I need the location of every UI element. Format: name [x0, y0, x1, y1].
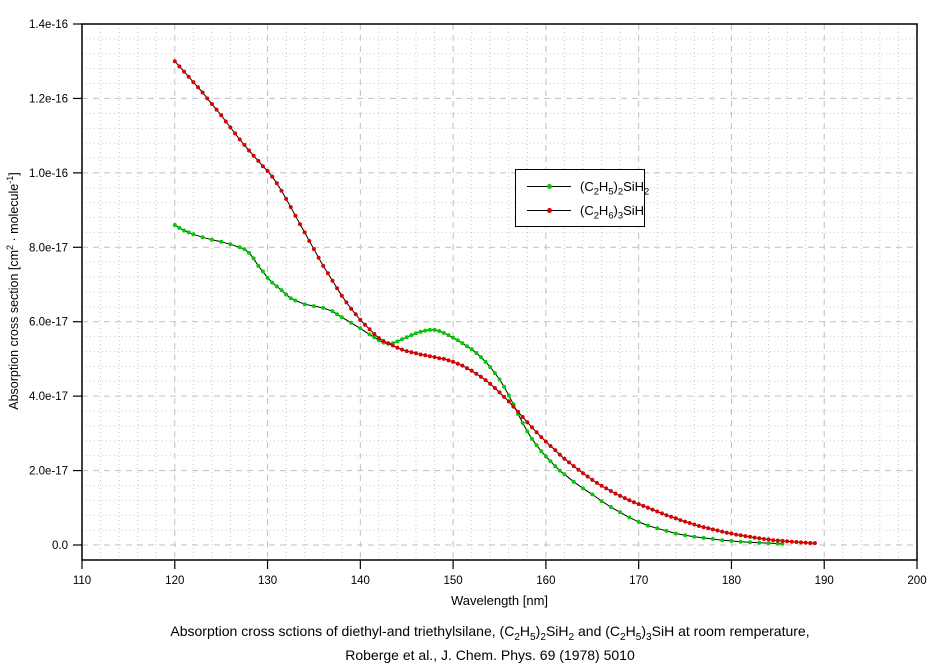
data-series-layer	[172, 59, 817, 546]
tick-labels: 110 120 130 140 150 160 170 180 190 200 0.0 2.0e-17…	[29, 19, 927, 587]
x-tick-label: 180	[722, 575, 741, 587]
x-tick-label: 190	[815, 575, 834, 587]
legend-line-sample-red	[527, 207, 571, 213]
plot-frame-and-ticks	[73, 23, 918, 569]
caption-line-1: Absorption cross sctions of diethyl-and …	[170, 623, 810, 643]
y-axis-title: Absorption cross section [cm2 · molecule…	[4, 91, 27, 491]
x-tick-label: 200	[907, 575, 926, 587]
x-tick-label: 110	[73, 575, 91, 587]
x-tick-label: 150	[444, 575, 463, 587]
legend-line-sample-green	[527, 183, 571, 189]
y-tick-label: 6.0e-17	[29, 317, 68, 329]
x-tick-label: 120	[165, 575, 184, 587]
y-tick-label: 0.0	[52, 540, 68, 552]
x-axis-title-text: Wavelength [nm]	[450, 593, 549, 608]
y-tick-label: 1.4e-16	[29, 19, 68, 31]
red-marker-icon	[547, 207, 552, 213]
x-tick-label: 130	[258, 575, 277, 587]
caption-line-2: Roberge et al., J. Chem. Phys. 69 (1978)…	[345, 647, 635, 663]
y-tick-label: 8.0e-17	[29, 242, 68, 254]
legend-entry-triethylsilane: (C2H6)3SiH	[527, 202, 645, 221]
figure-caption: Absorption cross sctions of diethyl-and …	[50, 619, 930, 667]
x-tick-label: 160	[536, 575, 555, 587]
series-triethylsilane	[172, 59, 817, 546]
x-axis-title: Wavelength [nm]	[82, 593, 917, 608]
legend-entry-diethylsilane: (C2H5)2SiH2	[527, 178, 649, 196]
y-tick-label: 4.0e-17	[29, 391, 68, 403]
legend-label-triethylsilane: (C2H6)3SiH	[580, 202, 645, 221]
grid-major-lines	[82, 24, 917, 560]
y-tick-label: 1.0e-16	[29, 168, 68, 180]
green-marker-icon	[547, 183, 552, 189]
chart-legend: (C2H5)2SiH2 (C2H6)3SiH	[515, 169, 649, 227]
y-tick-label: 2.0e-17	[29, 466, 68, 478]
y-axis-title-text: Absorption cross section [cm2 · molecule…	[4, 172, 21, 410]
x-tick-label: 140	[351, 575, 370, 587]
grid-minor-lines	[82, 24, 917, 560]
series-diethylsilane	[172, 223, 785, 546]
y-tick-label: 1.2e-16	[29, 93, 68, 105]
legend-label-diethylsilane: (C2H5)2SiH2	[580, 178, 650, 197]
x-tick-label: 170	[629, 575, 648, 587]
